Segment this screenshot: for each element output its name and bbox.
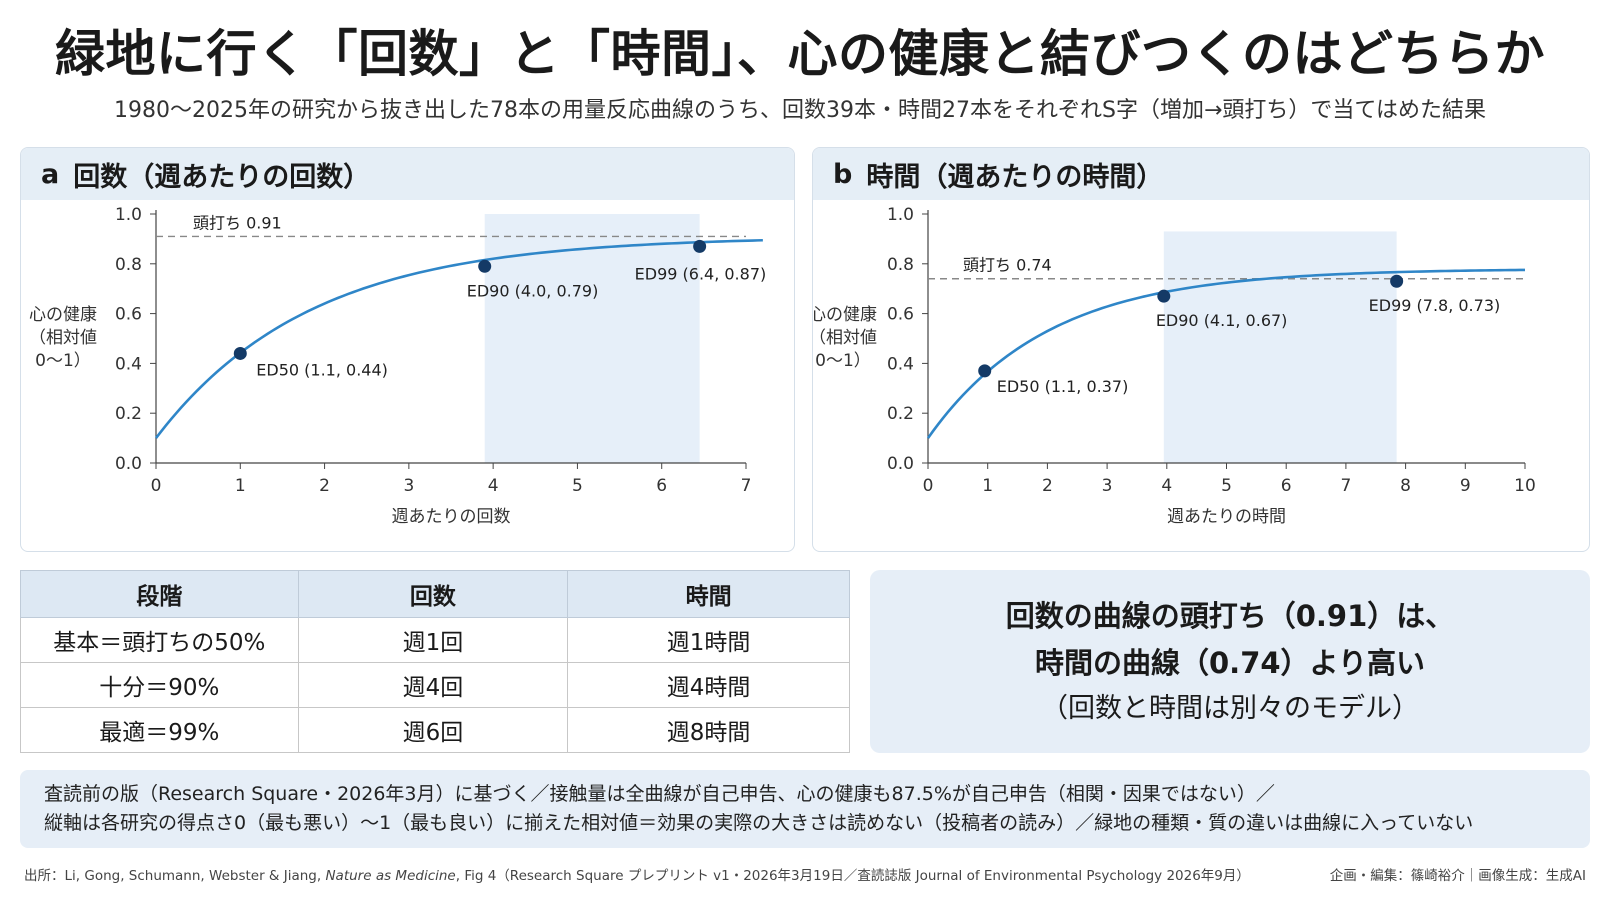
table-cell: 週4回 [297, 662, 569, 708]
data-point [233, 346, 247, 360]
y-tick-label: 1.0 [115, 205, 142, 225]
y-tick-label: 0.8 [887, 255, 914, 275]
x-tick-label: 0 [923, 476, 934, 496]
plateau-label: 頭打ち 0.91 [193, 213, 282, 232]
table-cell: 週6回 [297, 707, 569, 753]
x-tick-label: 3 [1102, 476, 1113, 496]
panel-letter: a [41, 158, 60, 190]
data-point [1157, 289, 1171, 303]
y-tick-label: 0.2 [115, 404, 142, 424]
optimal-range-band [1163, 231, 1397, 463]
panel-title: 回数（週あたりの回数） [73, 161, 371, 193]
table-cell: 基本＝頭打ちの50% [20, 617, 299, 663]
stage-table: 段階 回数 時間 基本＝頭打ちの50% 週1回 週1時間 十分＝90% 週4回 … [20, 570, 850, 753]
data-point [1390, 274, 1404, 288]
panel-header-duration: b 時間（週あたりの時間） [813, 148, 1589, 200]
x-tick-label: 7 [741, 476, 752, 496]
x-axis-label: 週あたりの時間 [1167, 507, 1286, 527]
y-axis-label: （相対値 [29, 328, 97, 348]
response-curve [926, 268, 1526, 439]
table-row: 最適＝99% 週6回 週8時間 [20, 707, 850, 753]
credit-line: 企画・編集：篠崎裕介｜画像生成：生成AI [1329, 868, 1586, 884]
table-cell: 週8時間 [567, 707, 850, 753]
chart-duration: 0.0 0.2 0.4 0.6 0.8 1.0 0 1 2 3 4 5 6 7 8 9 10 週あたりの時間 心の健… [813, 205, 1536, 527]
x-tick-label: 5 [1221, 476, 1232, 496]
y-axis-label: 0〜1） [35, 351, 91, 371]
x-tick-label: 10 [1514, 476, 1536, 496]
page-subtitle: 1980〜2025年の研究から抜き出した78本の用量反応曲線のうち、回数39本・… [114, 98, 1486, 123]
x-axis-label: 週あたりの回数 [392, 507, 511, 527]
point-label: ED50 (1.1, 0.44) [256, 360, 388, 379]
point-label: ED90 (4.1, 0.67) [1156, 311, 1288, 330]
point-label: ED90 (4.0, 0.79) [467, 281, 599, 300]
plateau-label: 頭打ち 0.74 [963, 256, 1052, 275]
panel-title: 時間（週あたりの時間） [866, 161, 1164, 193]
x-tick-label: 4 [488, 476, 499, 496]
chart-panel-frequency: a 回数（週あたりの回数） 0.0 0.2 0.4 0.6 0.8 1.0 0 1 2 3 4 5 6 7… [20, 147, 795, 552]
y-axis-label: 0〜1） [815, 351, 871, 371]
key-finding-callout: 回数の曲線の頭打ち（0.91）は、 時間の曲線（0.74）より高い （回数と時間… [870, 570, 1590, 753]
table-header-cell: 時間 [567, 570, 850, 618]
data-point [478, 259, 492, 273]
callout-line: 回数の曲線の頭打ち（0.91）は、 [1005, 598, 1455, 633]
callout-line: （回数と時間は別々のモデル） [1041, 692, 1419, 724]
table-row: 基本＝頭打ちの50% 週1回 週1時間 [20, 617, 850, 663]
chart-panel-duration: b 時間（週あたりの時間） 0.0 0.2 0.4 0.6 0.8 1.0 0 1 2 3 4 5 6 7… [812, 147, 1590, 552]
y-tick-label: 0.2 [887, 404, 914, 424]
x-tick-label: 2 [1042, 476, 1053, 496]
x-tick-label: 6 [1281, 476, 1292, 496]
point-label: ED50 (1.1, 0.37) [997, 377, 1129, 396]
source-citation: 出所：Li, Gong, Schumann, Webster & Jiang, … [24, 864, 1250, 884]
y-tick-label: 0.6 [115, 305, 142, 325]
y-axis-label: 心の健康 [29, 305, 97, 325]
table-cell: 十分＝90% [20, 662, 299, 708]
table-cell: 最適＝99% [20, 707, 299, 753]
x-tick-label: 8 [1400, 476, 1411, 496]
table-header-cell: 段階 [20, 570, 299, 618]
table-cell: 週1回 [297, 617, 569, 663]
table-cell: 週4時間 [567, 662, 850, 708]
table-row: 十分＝90% 週4回 週4時間 [20, 662, 850, 708]
point-label: ED99 (7.8, 0.73) [1369, 296, 1501, 315]
y-tick-label: 0.0 [887, 454, 914, 474]
point-label: ED99 (6.4, 0.87) [635, 264, 767, 283]
chart-frequency: 0.0 0.2 0.4 0.6 0.8 1.0 0 1 2 3 4 5 6 7 週あたりの回数 心の健康 （相対… [29, 205, 767, 527]
y-axis-label: （相対値 [813, 328, 877, 348]
y-tick-label: 0.8 [115, 255, 142, 275]
table-cell: 週1時間 [567, 617, 850, 663]
y-tick-label: 1.0 [887, 205, 914, 225]
response-curve [154, 238, 763, 439]
optimal-range-band [484, 214, 700, 463]
x-tick-label: 1 [982, 476, 993, 496]
y-tick-label: 0.6 [887, 305, 914, 325]
source-work-title: Nature as Medicine [325, 868, 456, 884]
x-tick-label: 1 [235, 476, 246, 496]
page-title: 緑地に行く「回数」と「時間」、心の健康と結びつくのはどちらか [55, 25, 1545, 83]
x-tick-label: 6 [656, 476, 667, 496]
source-details: , Fig 4（Research Square プレプリント v1・2026年3… [455, 868, 1250, 884]
caveat-notes: 査読前の版（Research Square・2026年3月）に基づく／接触量は全… [20, 770, 1590, 848]
x-tick-label: 9 [1460, 476, 1471, 496]
data-point [693, 239, 707, 253]
x-tick-label: 7 [1340, 476, 1351, 496]
x-tick-label: 5 [572, 476, 583, 496]
callout-line: 時間の曲線（0.74）より高い [1035, 645, 1425, 680]
x-tick-label: 4 [1161, 476, 1172, 496]
x-tick-label: 3 [403, 476, 414, 496]
table-header-row: 段階 回数 時間 [20, 570, 850, 618]
x-tick-label: 2 [319, 476, 330, 496]
x-tick-label: 0 [151, 476, 162, 496]
y-axis-label: 心の健康 [813, 305, 877, 325]
y-tick-label: 0.0 [115, 454, 142, 474]
y-tick-label: 0.4 [115, 354, 142, 374]
data-point [978, 364, 992, 378]
note-line: 縦軸は各研究の得点さ0（最も悪い）〜1（最も良い）に揃えた相対値＝効果の実際の大… [44, 812, 1474, 834]
panel-header-frequency: a 回数（週あたりの回数） [21, 148, 794, 200]
note-line: 査読前の版（Research Square・2026年3月）に基づく／接触量は全… [44, 783, 1275, 805]
panel-letter: b [833, 158, 853, 190]
y-tick-label: 0.4 [887, 354, 914, 374]
table-header-cell: 回数 [297, 570, 569, 618]
source-authors: 出所：Li, Gong, Schumann, Webster & Jiang, [24, 868, 326, 884]
